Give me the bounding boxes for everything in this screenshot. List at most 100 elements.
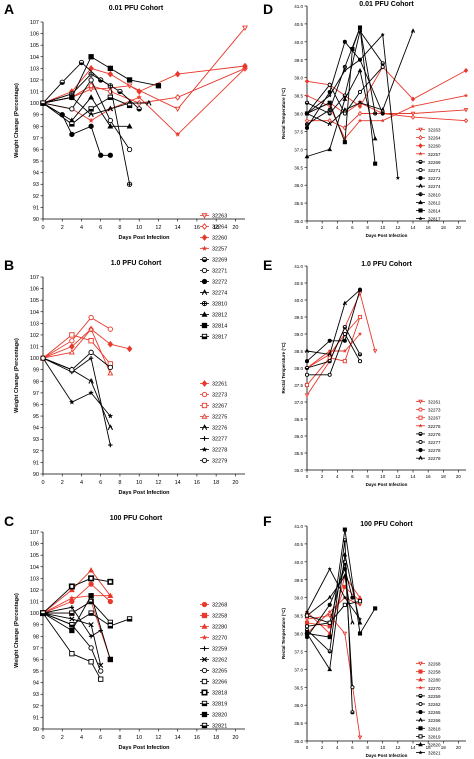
legend-label: 32262 [212,658,227,664]
data-point [357,110,363,117]
data-point [88,94,95,100]
y-tick-label: 40.5 [294,542,303,547]
legend-marker [418,701,423,707]
data-point [342,338,347,343]
data-point [304,348,310,353]
chart-title: 1.0 PFU Cohort [361,261,412,268]
legend-label: 32263 [212,214,227,220]
series-32817 [304,32,401,180]
data-point [107,424,114,431]
legend-marker [418,423,423,428]
legend-label: 32820 [212,713,227,719]
legend-label: 32267 [212,404,227,410]
data-point [68,595,75,601]
data-point [107,598,113,605]
y-tick-label: 98 [33,634,39,640]
data-point [88,77,94,83]
y-tick-label: 35.5 [294,451,303,456]
y-tick-label: 96 [33,147,39,153]
series-line [306,326,361,369]
series-line [306,30,414,125]
x-tick-label: 18 [441,225,447,230]
data-point [59,79,65,85]
legend-label: 32819 [212,702,227,708]
legend-item: 32818 [200,689,227,697]
legend-item: 32819 [416,734,441,739]
y-tick-label: 101 [30,600,39,606]
series-32277 [40,355,113,448]
y-tick-label: 36.5 [294,165,303,170]
legend-marker [201,413,208,419]
legend-label: 32268 [428,662,441,667]
legend-marker [418,661,423,667]
series-line [42,96,130,127]
y-tick-label: 95 [33,159,39,165]
legend-item: 32262 [416,701,441,707]
x-tick-label: 18 [213,735,219,741]
y-tick-label: 99 [33,623,39,629]
data-point [69,605,75,610]
y-tick-label: 92 [33,194,39,200]
legend-marker [418,143,423,149]
data-point [88,82,94,90]
legend-marker [201,223,208,230]
data-point [304,613,310,618]
data-point [107,117,113,124]
data-point [304,382,310,388]
series-32820 [304,552,363,672]
x-tick-label: 18 [213,225,219,231]
legend-item: 32279 [200,457,227,465]
series-line [42,78,130,150]
data-point [107,656,113,663]
y-tick-label: 36.0 [294,183,303,188]
series-32812 [304,67,378,159]
x-tick-label: 16 [194,735,200,741]
data-point [117,88,123,95]
data-point [304,122,310,127]
legend-item: 32264 [200,223,227,231]
y-tick-label: 104 [30,310,39,316]
legend-label: 32257 [212,247,227,253]
x-tick-label: 0 [306,745,309,750]
data-point [304,78,310,84]
series-32279 [40,349,113,373]
x-tick-label: 20 [456,745,462,750]
y-tick-label: 90 [33,472,39,478]
x-tick-label: 20 [232,480,238,486]
x-tick-label: 12 [395,474,401,479]
legend-marker [201,256,208,263]
x-tick-label: 2 [321,745,324,750]
legend-item: 32280 [416,677,441,683]
legend-item: 32270 [416,685,441,691]
data-point [327,121,332,127]
y-axis-label: Rectal Temperature (°C) [281,342,286,393]
y-tick-label: 94 [33,426,39,432]
series-line [42,334,111,365]
x-tick-label: 12 [155,735,161,741]
data-point [304,624,310,629]
legend-marker [418,448,423,453]
legend-label: 32269 [212,258,227,264]
data-point [373,606,378,611]
y-tick-label: 104 [30,55,39,61]
x-tick-label: 10 [136,225,142,231]
legend-item: 32272 [416,176,441,181]
data-point [304,359,310,364]
y-tick-label: 39.5 [294,578,303,583]
data-point [357,25,363,30]
legend-item: 32266 [416,717,441,723]
x-axis-label: Days Post Infection [118,490,170,496]
data-point [373,111,378,116]
data-point [342,107,347,112]
data-point [146,99,152,106]
legend-item: 32276 [200,424,227,432]
legend-label: 32821 [212,724,227,730]
series-line [306,554,361,671]
y-tick-label: 96 [33,657,39,663]
legend-marker [418,431,423,436]
x-tick-label: 20 [456,474,462,479]
legend-item: 32821 [416,750,441,756]
y-tick-label: 37.5 [294,649,303,654]
x-tick-label: 6 [351,225,354,230]
legend-marker [418,151,423,156]
